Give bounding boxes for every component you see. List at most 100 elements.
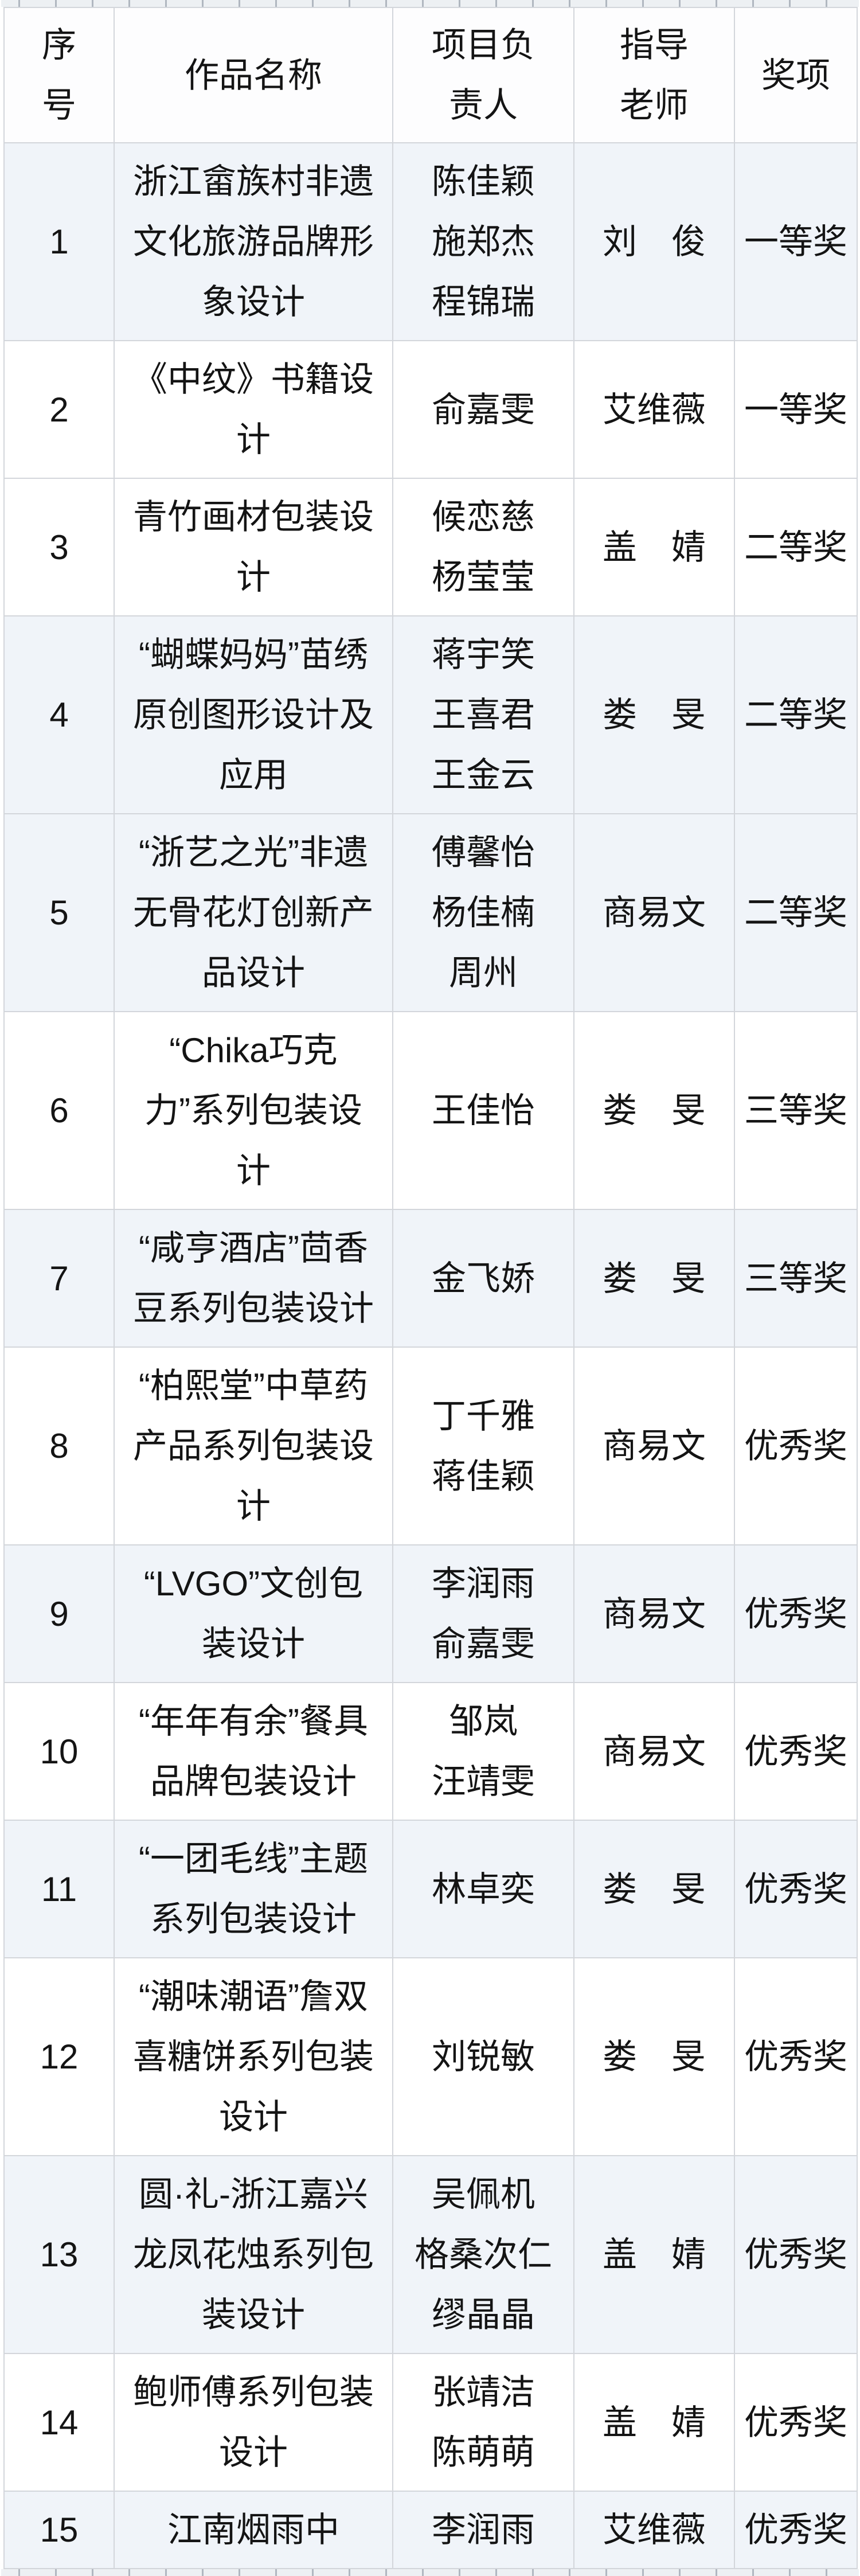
bottom-edge-strip (1, 2569, 859, 2576)
leader-name: 陈萌萌 (432, 2433, 535, 2472)
teacher-cell: 娄 旻 (573, 615, 735, 814)
leader-name: 杨佳楠 (432, 893, 535, 932)
leader-name: 李润雨 (432, 1564, 535, 1603)
column-header-title: 作品名称 (114, 7, 393, 143)
row-number-cell: 14 (3, 2353, 115, 2492)
leader-name: 刘锐敏 (432, 2038, 535, 2076)
table-row: 2 《中纹》书籍设计 俞嘉雯 艾维薇 一等奖 (3, 340, 858, 479)
row-number-cell: 5 (3, 813, 115, 1012)
teacher-cell: 艾维薇 (573, 340, 735, 479)
row-number-cell: 12 (3, 1957, 115, 2156)
work-title-cell: “一团毛线”主题系列包装设计 (114, 1820, 393, 1958)
leader-name: 陈佳颖 (432, 162, 535, 201)
table-row: 1 浙江畲族村非遗文化旅游品牌形象设计 陈佳颖施郑杰程锦瑞刘 俊一等奖 (3, 142, 858, 341)
work-title-cell: 浙江畲族村非遗文化旅游品牌形象设计 (114, 142, 393, 341)
award-cell: 一等奖 (734, 142, 858, 341)
teacher-cell: 娄 旻 (573, 1820, 735, 1958)
leader-name: 俞嘉雯 (432, 390, 535, 429)
leader-name: 俞嘉雯 (432, 1625, 535, 1663)
award-cell: 二等奖 (734, 615, 858, 814)
work-title-cell: 江南烟雨中 (114, 2491, 393, 2569)
award-cell: 优秀奖 (734, 1346, 858, 1545)
leader-cell: 陈佳颖 施郑杰 程锦瑞 (392, 142, 574, 341)
leader-cell: 王佳怡 (392, 1011, 574, 1210)
table-row: 9 “LVGO”文创包装设计 李润雨 俞嘉雯 商易文 优秀奖 (3, 1544, 858, 1683)
award-cell: 二等奖 (734, 478, 858, 616)
table-row: 5 “浙艺之光”非遗无骨花灯创新产品设计 傅馨怡 杨佳楠 周州 商易文 二等奖 (3, 813, 858, 1012)
column-header-award: 奖项 (734, 7, 858, 143)
row-number-cell: 15 (3, 2491, 115, 2569)
leader-cell: 吴佩机格桑次仁缪晶晶 (392, 2155, 574, 2354)
leader-name: 王佳怡 (432, 1091, 535, 1130)
teacher-cell: 刘 俊 (573, 142, 735, 341)
table-row: 4 “蝴蝶妈妈”苗绣原创图形设计及应用 蒋宇笑 王喜君 王金云娄 旻二等奖 (3, 615, 858, 814)
leader-cell: 李润雨 (392, 2491, 574, 2569)
leader-name: 缪晶晶 (432, 2296, 535, 2334)
work-title-cell: “浙艺之光”非遗无骨花灯创新产品设计 (114, 813, 393, 1012)
award-cell: 优秀奖 (734, 1957, 858, 2156)
work-title-cell: “蝴蝶妈妈”苗绣原创图形设计及应用 (114, 615, 393, 814)
header-row: 序号 作品名称 项目负责人 指导老师 奖项 (3, 7, 858, 143)
work-title-cell: “柏熙堂”中草药产品系列包装设计 (114, 1346, 393, 1545)
teacher-cell: 盖 婧 (573, 478, 735, 616)
row-number-cell: 2 (3, 340, 115, 479)
teacher-cell: 娄 旻 (573, 1011, 735, 1210)
awards-table: 序号 作品名称 项目负责人 指导老师 奖项 1 浙江畲族村非遗文化旅游品牌形象设计… (3, 7, 858, 2569)
row-number-cell: 10 (3, 1682, 115, 1821)
work-title-cell: 青竹画材包装设计 (114, 478, 393, 616)
leader-cell: 张靖洁 陈萌萌 (392, 2353, 574, 2492)
row-number-cell: 4 (3, 615, 115, 814)
award-cell: 优秀奖 (734, 1820, 858, 1958)
leader-name: 候恋慈 (432, 498, 535, 536)
column-header-number: 序号 (3, 7, 115, 143)
work-title-cell: “LVGO”文创包装设计 (114, 1544, 393, 1683)
leader-name: 王喜君 (432, 696, 535, 734)
leader-name: 施郑杰 (432, 223, 535, 261)
leader-name: 程锦瑞 (432, 283, 535, 321)
leader-name: 蒋佳颖 (432, 1457, 535, 1496)
table-row: 7 “咸亨酒店”茴香豆系列包装设计 金飞娇娄 旻三等奖 (3, 1209, 858, 1348)
teacher-cell: 盖 婧 (573, 2155, 735, 2354)
table-row: 10 “年年有余”餐具品牌包装设计 邹岚 汪靖雯 商易文 优秀奖 (3, 1682, 858, 1821)
leader-name: 邹岚 (449, 1702, 518, 1740)
row-number-cell: 6 (3, 1011, 115, 1210)
award-cell: 三等奖 (734, 1011, 858, 1210)
award-cell: 优秀奖 (734, 1544, 858, 1683)
teacher-cell: 艾维薇 (573, 2491, 735, 2569)
row-number-cell: 9 (3, 1544, 115, 1683)
table-row: 12 “潮味潮语”詹双喜糖饼系列包装设计 刘锐敏娄 旻优秀奖 (3, 1957, 858, 2156)
leader-name: 吴佩机 (432, 2175, 535, 2214)
leader-name: 林卓奕 (432, 1869, 535, 1908)
leader-name: 杨莹莹 (432, 558, 535, 596)
award-cell: 优秀奖 (734, 2491, 858, 2569)
row-number-cell: 13 (3, 2155, 115, 2354)
leader-name: 格桑次仁 (415, 2235, 552, 2274)
leader-name: 金飞娇 (432, 1259, 535, 1298)
teacher-cell: 商易文 (573, 1682, 735, 1821)
table-row: 6 “Chika巧克力”系列包装设计 王佳怡娄 旻三等奖 (3, 1011, 858, 1210)
leader-name: 张靖洁 (432, 2373, 535, 2411)
leader-cell: 傅馨怡 杨佳楠 周州 (392, 813, 574, 1012)
work-title-cell: “年年有余”餐具品牌包装设计 (114, 1682, 393, 1821)
table-row: 8 “柏熙堂”中草药产品系列包装设计 丁千雅 蒋佳颖 商易文 优秀奖 (3, 1346, 858, 1545)
top-edge-strip (1, 0, 859, 7)
leader-name: 丁千雅 (432, 1396, 535, 1435)
teacher-cell: 商易文 (573, 813, 735, 1012)
teacher-cell: 盖 婧 (573, 2353, 735, 2492)
leader-cell: 蒋宇笑 王喜君 王金云 (392, 615, 574, 814)
table-header: 序号 作品名称 项目负责人 指导老师 奖项 (3, 7, 858, 143)
award-cell: 二等奖 (734, 813, 858, 1012)
leader-cell: 李润雨 俞嘉雯 (392, 1544, 574, 1683)
leader-cell: 金飞娇 (392, 1209, 574, 1348)
table-row: 3 青竹画材包装设计 候恋慈 杨莹莹盖 婧二等奖 (3, 478, 858, 616)
leader-cell: 丁千雅 蒋佳颖 (392, 1346, 574, 1545)
row-number-cell: 7 (3, 1209, 115, 1348)
row-number-cell: 1 (3, 142, 115, 341)
teacher-cell: 商易文 (573, 1346, 735, 1545)
leader-name: 傅馨怡 (432, 833, 535, 872)
leader-name: 王金云 (432, 756, 535, 794)
leader-cell: 候恋慈 杨莹莹 (392, 478, 574, 616)
table-row: 14 鲍师傅系列包装设计 张靖洁 陈萌萌盖 婧优秀奖 (3, 2353, 858, 2492)
table-row: 13 圆·礼-浙江嘉兴龙凤花烛系列包装设计 吴佩机 格桑次仁 缪晶晶盖 婧优秀奖 (3, 2155, 858, 2354)
award-cell: 三等奖 (734, 1209, 858, 1348)
